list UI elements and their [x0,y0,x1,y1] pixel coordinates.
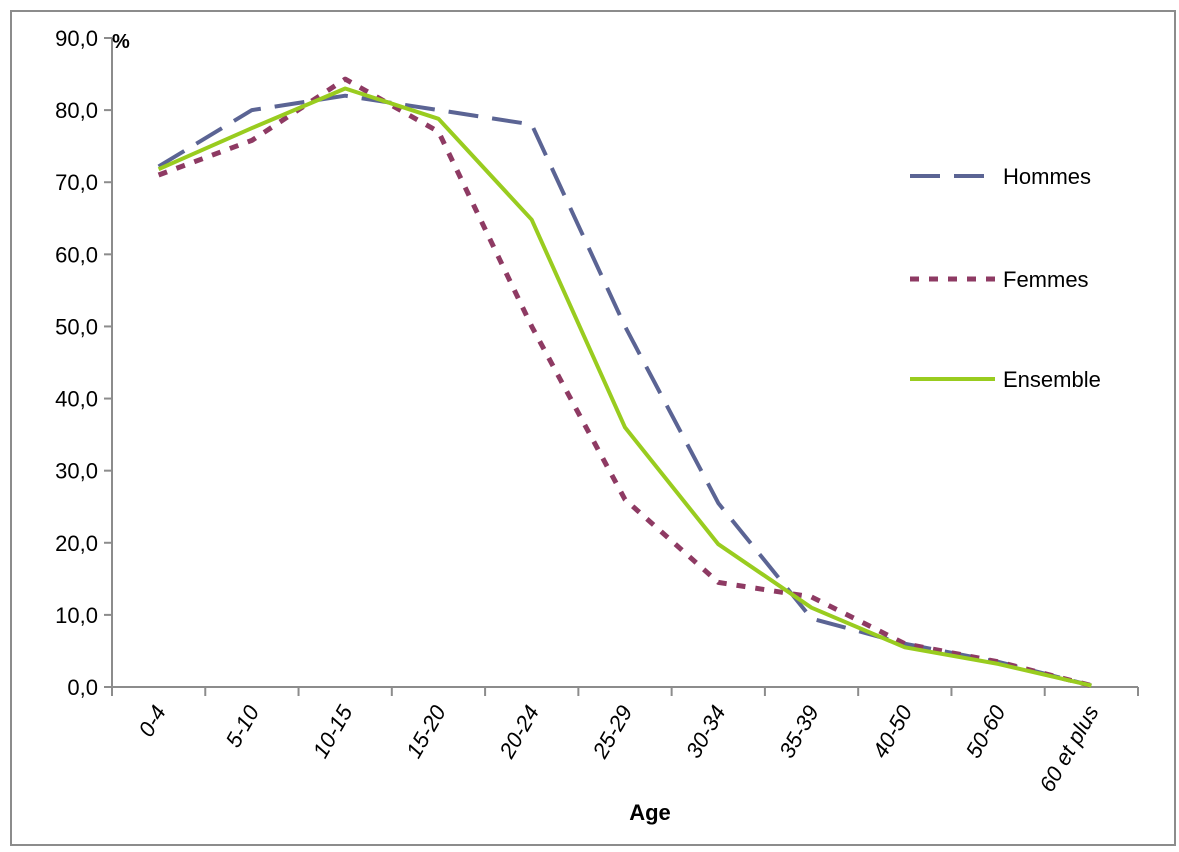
x-tick-label: 40-50 [867,700,917,762]
x-axis: 0-4 5-10 10-15 15-20 20-24 25-29 30-34 35-39 40-… [111,686,1139,796]
x-axis-title: Age [629,800,671,825]
x-tick-label: 50-60 [961,700,1011,762]
series-line-ensemble [157,86,1092,688]
y-tick-label: 50,0 [55,314,98,339]
series-line-hommes [157,93,1092,688]
y-tick-label: 30,0 [55,459,98,484]
series-line-femmes [157,76,1093,689]
y-axis-title: % [112,31,130,53]
legend-label-ensemble: Ensemble [1003,367,1101,392]
x-tick-label: 5-10 [221,700,265,751]
x-tick-label: 25-29 [587,701,637,763]
y-tick-label: 70,0 [55,170,98,195]
x-tick-label: 10-15 [308,700,358,762]
y-tick-label: 80,0 [55,98,98,123]
legend-label-femmes: Femmes [1003,267,1089,292]
y-tick-label: 20,0 [55,531,98,556]
y-tick-label: 60,0 [55,242,98,267]
y-tick-label: 0,0 [67,675,98,700]
x-tick-label: 15-20 [401,700,451,762]
series-layer [157,76,1093,689]
y-tick-label: 10,0 [55,603,98,628]
legend: Hommes Femmes Ensemble [910,164,1101,392]
y-axis: 0,0 10,0 20,0 30,0 40,0 50,0 60,0 70,0 80,0 90,0 [55,26,113,700]
x-tick-label: 0-4 [133,701,171,741]
x-tick-label: 35-39 [774,701,824,762]
x-tick-label: 20-24 [494,701,544,763]
x-tick-label: 60 et plus [1034,701,1103,796]
y-tick-label: 90,0 [55,26,98,51]
legend-label-hommes: Hommes [1003,164,1091,189]
y-tick-label: 40,0 [55,387,98,412]
x-tick-label: 30-34 [681,701,731,762]
